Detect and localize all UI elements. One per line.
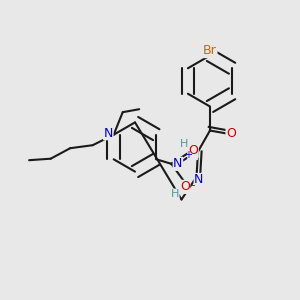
Text: O: O xyxy=(180,180,190,194)
Text: Br: Br xyxy=(203,44,217,58)
Text: O: O xyxy=(226,127,236,140)
Text: N: N xyxy=(103,127,113,140)
Text: N: N xyxy=(188,146,197,160)
Text: +: + xyxy=(184,150,192,160)
Text: -: - xyxy=(191,179,195,192)
Text: O: O xyxy=(188,144,198,158)
Text: N: N xyxy=(173,157,183,170)
Text: H: H xyxy=(180,139,189,149)
Text: H: H xyxy=(171,189,179,199)
Text: N: N xyxy=(194,173,204,187)
